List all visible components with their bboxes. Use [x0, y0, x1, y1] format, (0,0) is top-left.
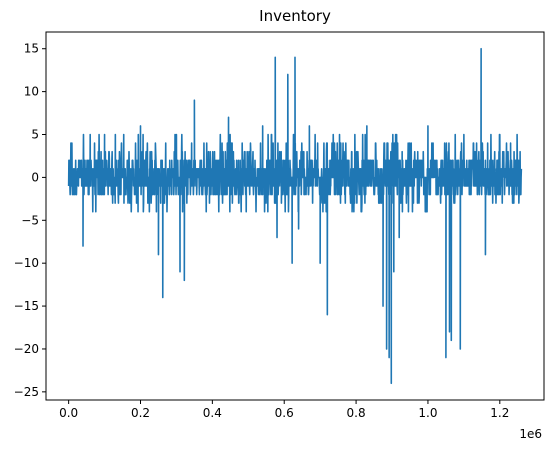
- y-tick-label: −20: [14, 342, 39, 356]
- x-tick-label: 0.6: [275, 406, 294, 420]
- plot-frame: [45, 31, 545, 401]
- x-tick-label: 0.4: [203, 406, 222, 420]
- y-tick-label: 10: [24, 85, 39, 99]
- x-axis: 0.0 0.2 0.4 0.6 0.8 1.0 1.2: [59, 400, 509, 420]
- y-tick-label: −5: [21, 213, 39, 227]
- y-tick-label: −15: [14, 299, 39, 313]
- y-tick-label: 5: [31, 128, 39, 142]
- y-tick-label: −25: [14, 385, 39, 399]
- y-tick-label: 15: [24, 42, 39, 56]
- y-tick-label: −10: [14, 256, 39, 270]
- y-axis: 15 10 5 0 −5 −10 −15 −20 −25: [14, 42, 46, 399]
- chart-title: Inventory: [259, 7, 331, 25]
- plot-area: [67, 47, 523, 385]
- x-tick-label: 1.2: [490, 406, 509, 420]
- x-tick-label: 0.0: [59, 406, 78, 420]
- y-tick-label: 0: [31, 170, 39, 184]
- series-line: [67, 47, 523, 385]
- x-tick-label: 1.0: [418, 406, 437, 420]
- x-tick-label: 0.8: [347, 406, 366, 420]
- x-axis-offset-label: 1e6: [519, 427, 542, 441]
- x-tick-label: 0.2: [131, 406, 150, 420]
